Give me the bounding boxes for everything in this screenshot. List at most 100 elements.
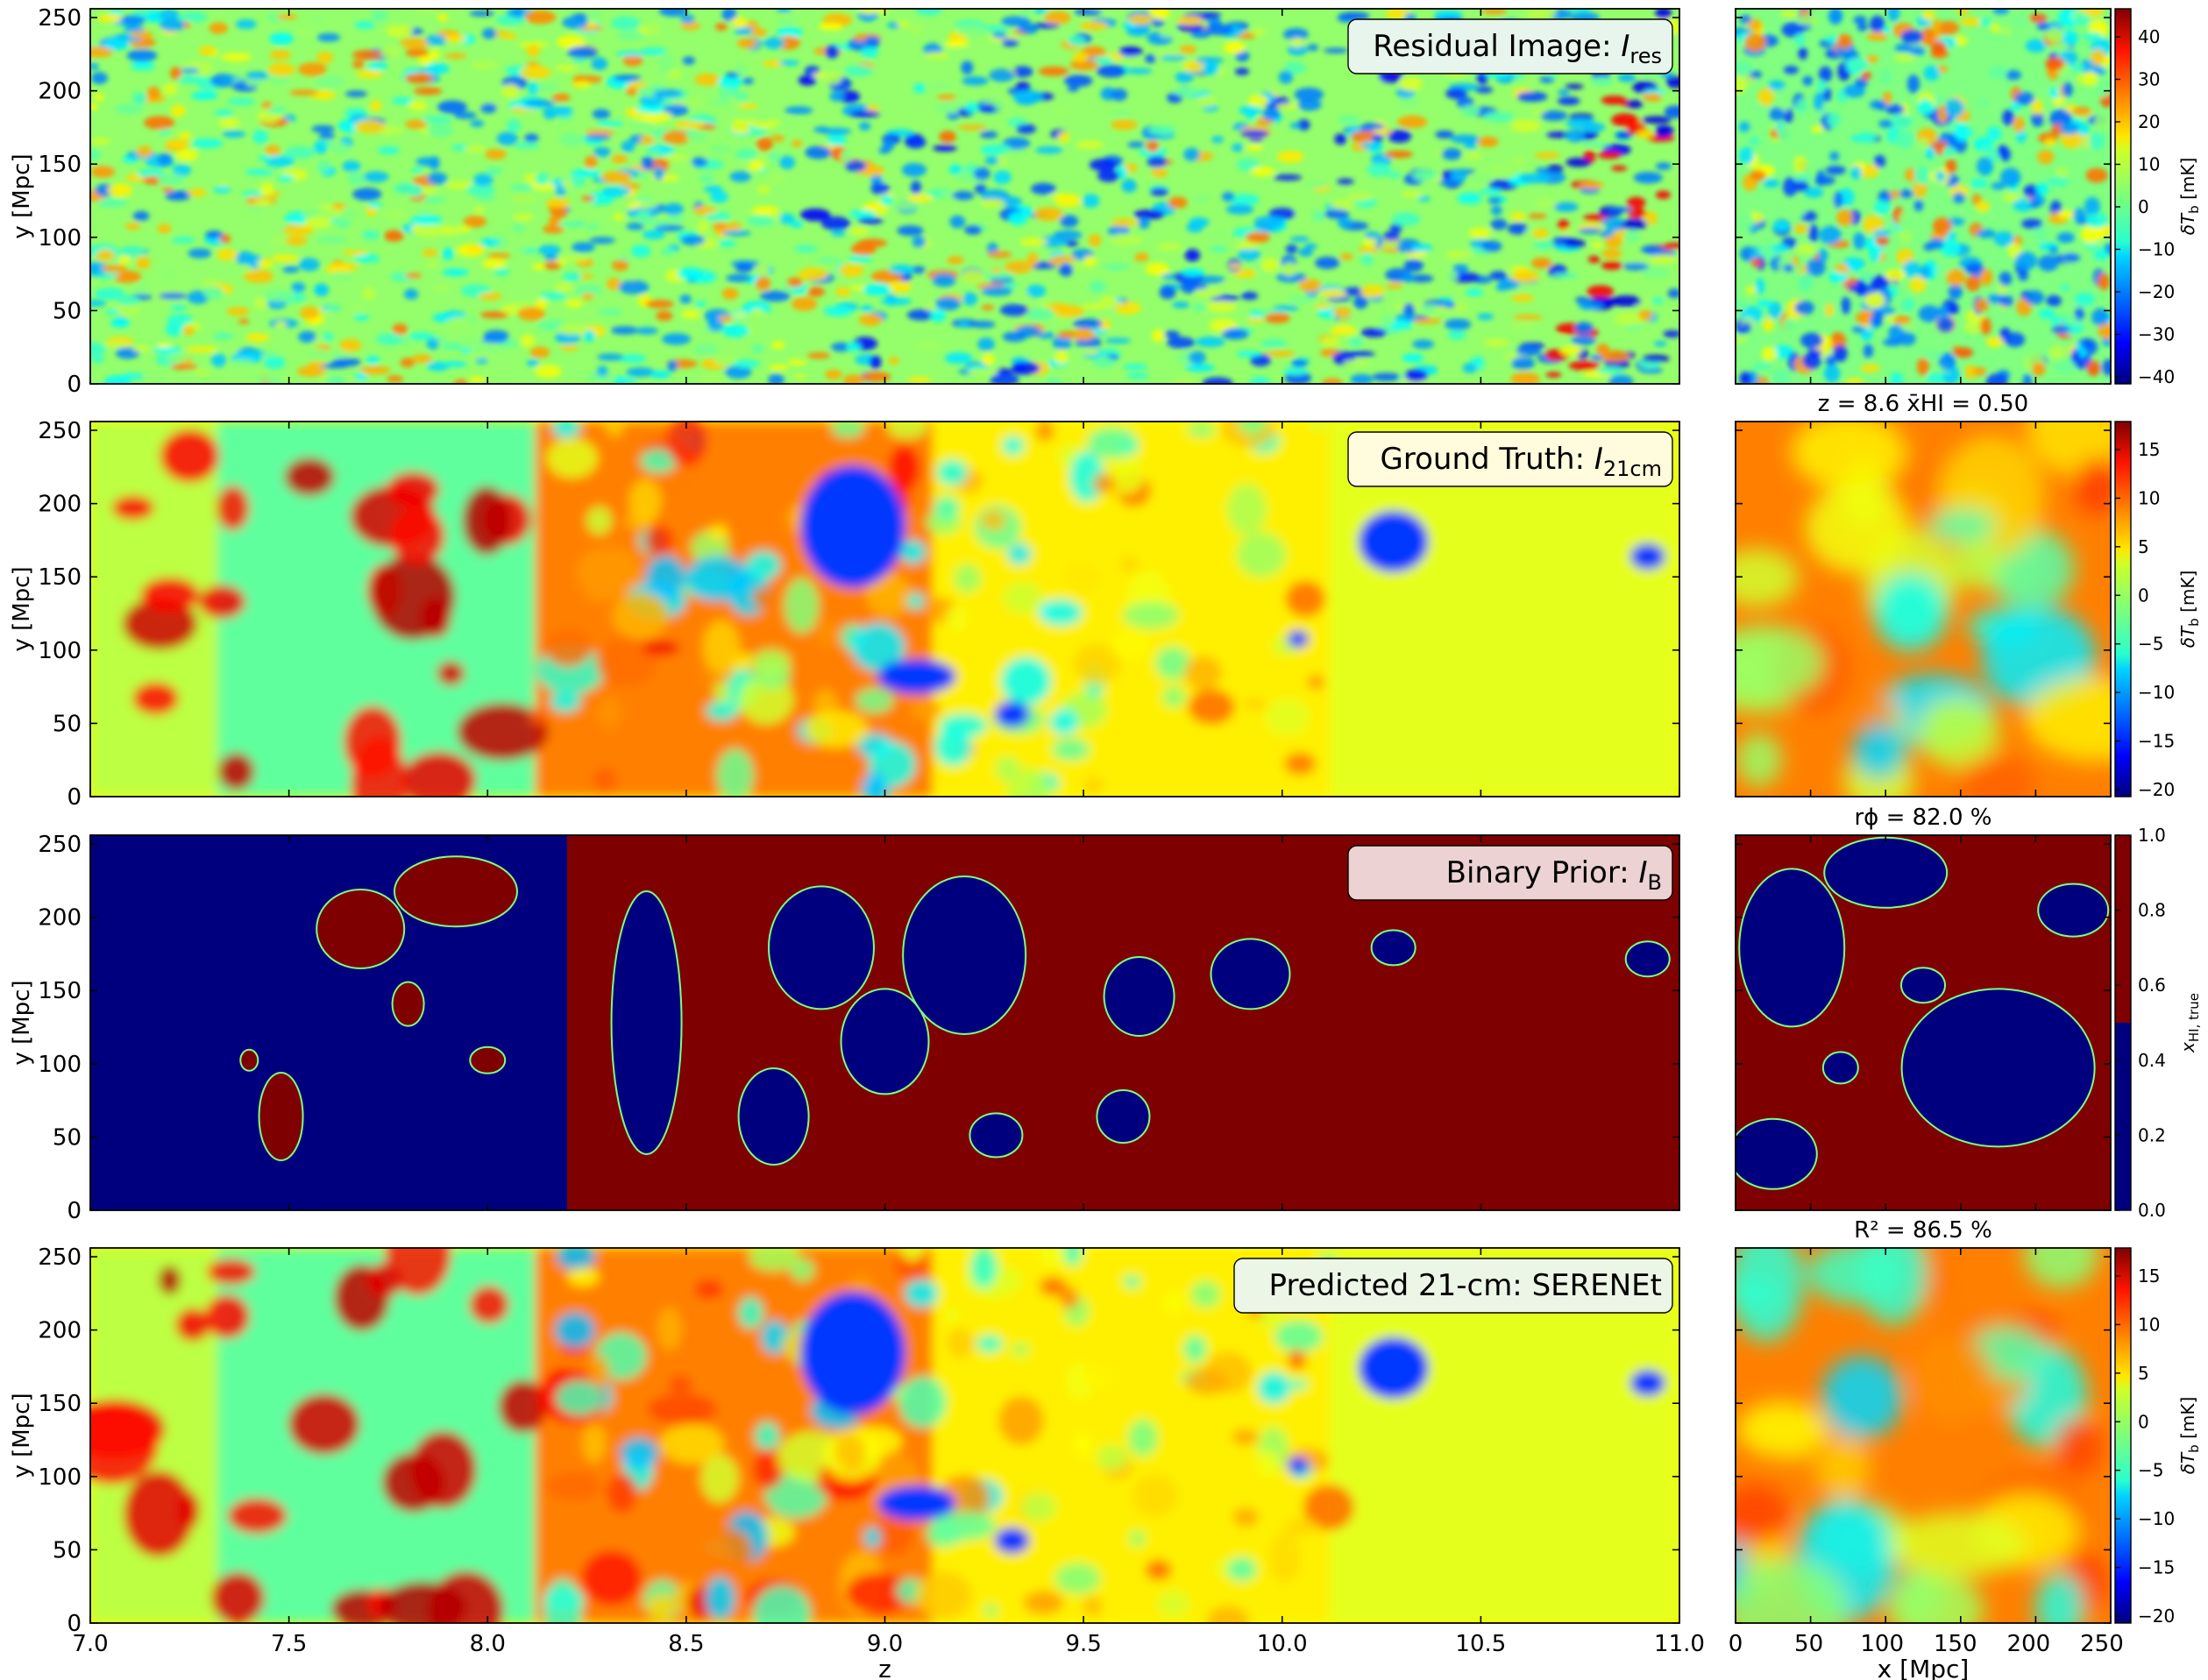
noise-speck xyxy=(1012,361,1040,375)
side-title: z = 8.6 x̄HI = 0.50 xyxy=(1818,391,2028,417)
main-heatmap-binary-prior xyxy=(90,835,1679,1210)
side-neutral-island xyxy=(1823,836,1949,909)
noise-speck xyxy=(90,149,102,161)
noise-speck xyxy=(261,102,273,110)
noise-speck xyxy=(479,292,503,301)
noise-speck xyxy=(1587,285,1615,298)
noise-speck xyxy=(437,100,468,114)
field-patch xyxy=(900,540,927,564)
colorbar-tick-label: 10 xyxy=(2138,154,2160,175)
noise-speck xyxy=(216,248,238,261)
noise-speck xyxy=(1236,240,1260,251)
noise-speck xyxy=(227,97,256,106)
side-speck xyxy=(1777,125,1790,141)
noise-speck xyxy=(117,255,131,265)
noise-speck xyxy=(876,202,888,216)
noise-speck xyxy=(944,39,969,47)
colorbar-tick-label: 10 xyxy=(2138,1314,2160,1335)
neutral-island xyxy=(1210,938,1291,1010)
noise-speck xyxy=(1183,147,1201,161)
noise-speck xyxy=(1013,288,1031,300)
noise-speck xyxy=(1592,297,1622,305)
field-patch xyxy=(983,1604,998,1617)
noise-speck xyxy=(404,72,434,84)
noise-speck xyxy=(1667,288,1679,299)
side-speck xyxy=(2093,249,2109,260)
side-speck xyxy=(1841,296,1851,315)
noise-speck xyxy=(697,219,709,234)
noise-speck xyxy=(1578,228,1603,234)
noise-speck xyxy=(359,365,391,375)
side-speck xyxy=(1978,98,1989,106)
neutral-void xyxy=(1629,1370,1665,1397)
side-speck xyxy=(1750,258,1762,267)
noise-speck xyxy=(1290,38,1304,48)
field-patch xyxy=(2074,457,2111,516)
noise-speck xyxy=(160,18,185,32)
noise-speck xyxy=(1435,130,1454,139)
noise-speck xyxy=(1622,262,1650,271)
side-speck xyxy=(1992,9,2010,15)
noise-speck xyxy=(846,342,861,352)
panel-label-box xyxy=(1347,18,1673,74)
noise-speck xyxy=(980,198,1005,208)
noise-speck xyxy=(1127,141,1146,148)
noise-speck xyxy=(210,353,227,367)
side-field xyxy=(1736,422,2111,797)
noise-speck xyxy=(813,126,830,133)
noise-speck xyxy=(958,320,969,329)
noise-speck xyxy=(1343,359,1371,365)
noise-speck xyxy=(102,264,127,273)
noise-speck xyxy=(1033,207,1063,222)
noise-speck xyxy=(1419,304,1441,315)
side-speck xyxy=(1825,35,1839,44)
side-speck xyxy=(1925,147,1936,159)
side-speck xyxy=(2002,109,2014,126)
noise-speck xyxy=(159,9,180,21)
noise-speck xyxy=(1083,255,1097,267)
noise-speck xyxy=(297,62,327,76)
y-axis-label: y [Mpc] xyxy=(9,153,35,238)
field-patch xyxy=(581,1550,643,1606)
side-speck xyxy=(1900,297,1915,312)
neutral-island xyxy=(610,890,683,1155)
side-speck xyxy=(1923,65,1941,82)
noise-speck xyxy=(670,183,688,195)
noise-speck xyxy=(332,358,362,367)
noise-speck xyxy=(1072,52,1090,62)
noise-speck xyxy=(1452,264,1469,273)
side-speck xyxy=(2032,362,2046,377)
noise-speck xyxy=(108,9,124,15)
side-speck xyxy=(1909,277,1927,293)
noise-speck xyxy=(912,236,927,248)
side-speck xyxy=(1948,283,1963,300)
noise-speck xyxy=(1088,233,1102,247)
noise-speck xyxy=(271,254,300,262)
field-patch xyxy=(1183,1335,1207,1363)
noise-speck xyxy=(731,119,749,133)
side-speck xyxy=(1850,166,1862,180)
x-tick-label: 9.0 xyxy=(867,1631,903,1657)
noise-speck xyxy=(857,217,884,224)
noise-speck xyxy=(1403,259,1424,273)
noise-speck xyxy=(626,367,656,378)
noise-speck xyxy=(1560,345,1582,356)
noise-speck xyxy=(1533,199,1558,209)
noise-speck xyxy=(1305,181,1328,188)
noise-speck xyxy=(93,92,104,102)
noise-speck xyxy=(1223,41,1246,54)
noise-speck xyxy=(924,52,949,60)
noise-speck xyxy=(694,73,720,86)
noise-speck xyxy=(860,46,879,59)
colorbar-tick-label: 0 xyxy=(2138,1411,2149,1432)
side-speck xyxy=(2074,292,2096,307)
noise-speck xyxy=(680,235,706,246)
field-patch xyxy=(381,1452,445,1513)
noise-speck xyxy=(170,304,188,311)
noise-speck xyxy=(937,94,956,101)
noise-speck xyxy=(1489,271,1508,280)
noise-speck xyxy=(677,267,704,280)
noise-speck xyxy=(1642,266,1669,279)
